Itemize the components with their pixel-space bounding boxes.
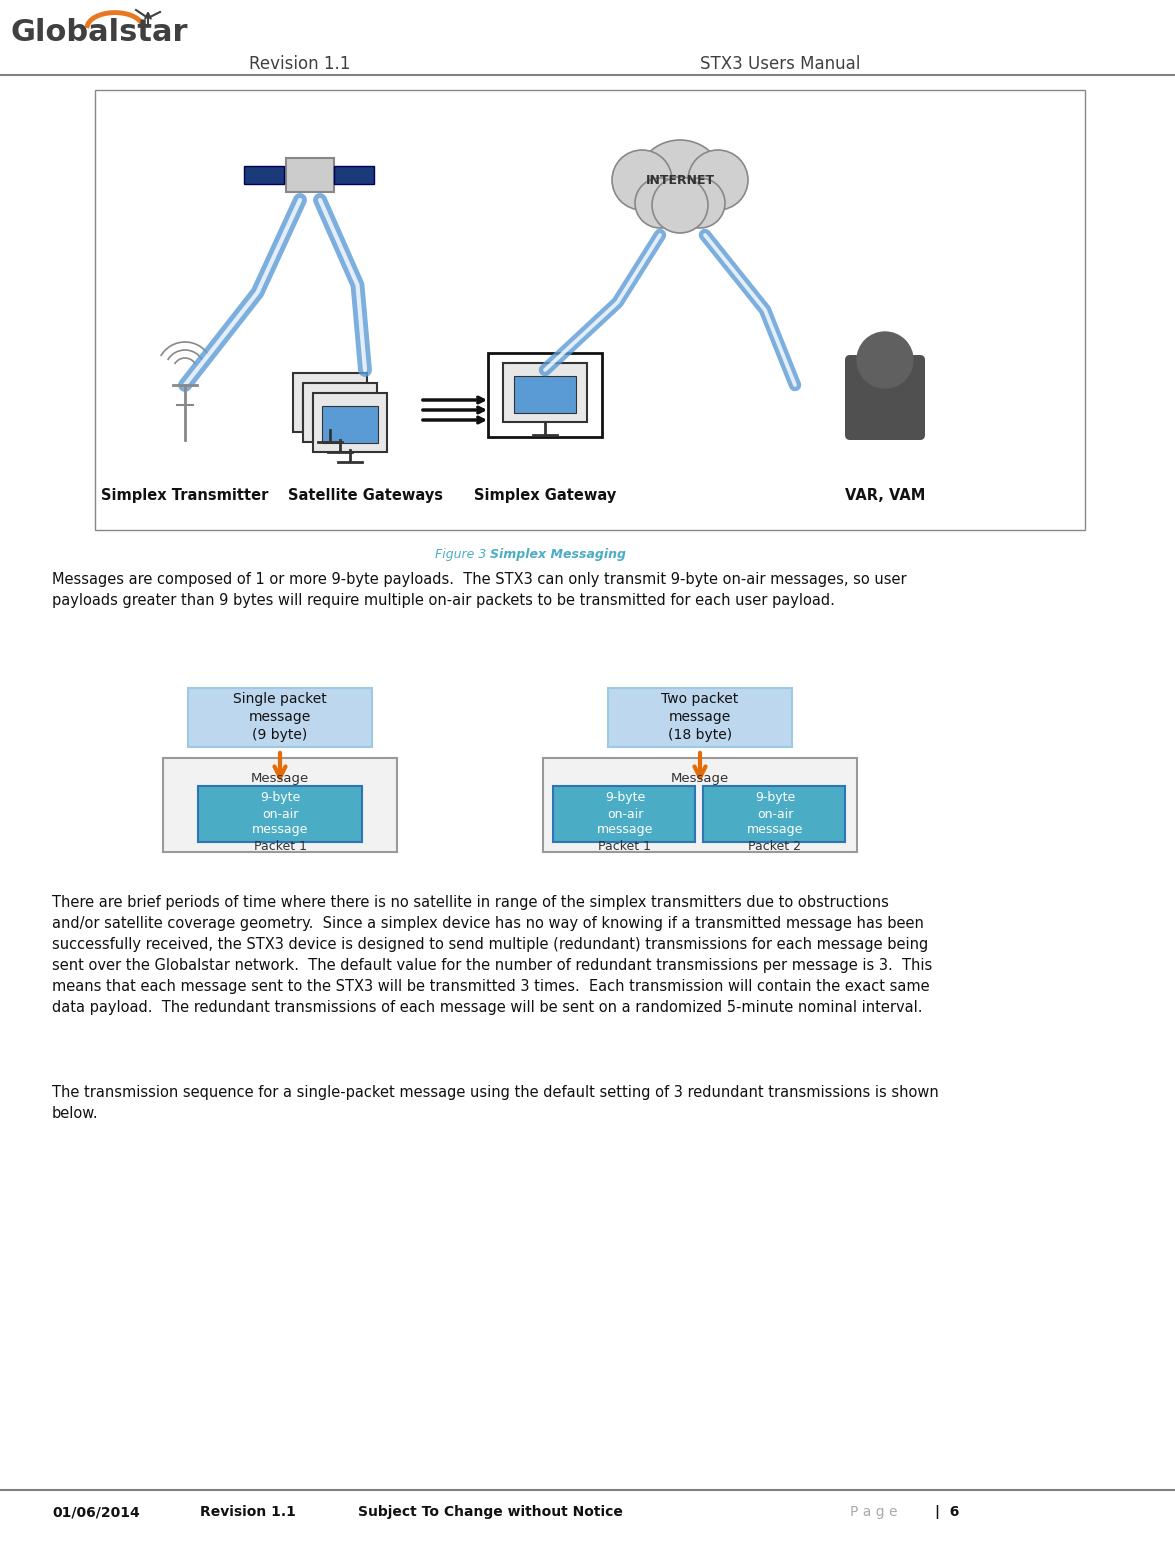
Text: Packet 1: Packet 1 xyxy=(254,840,307,852)
Text: Figure 3: Figure 3 xyxy=(435,549,490,561)
FancyBboxPatch shape xyxy=(244,166,284,184)
Text: Message: Message xyxy=(671,772,730,784)
FancyBboxPatch shape xyxy=(313,394,387,453)
FancyBboxPatch shape xyxy=(163,758,397,852)
Text: Packet 1: Packet 1 xyxy=(598,840,651,852)
FancyBboxPatch shape xyxy=(513,377,576,412)
Circle shape xyxy=(674,178,725,228)
Text: Two packet
message
(18 byte): Two packet message (18 byte) xyxy=(662,691,739,742)
Text: VAR, VAM: VAR, VAM xyxy=(845,488,925,504)
Text: Message: Message xyxy=(251,772,309,784)
Text: Revision 1.1: Revision 1.1 xyxy=(249,54,350,73)
Text: Simplex Transmitter: Simplex Transmitter xyxy=(101,488,269,504)
FancyBboxPatch shape xyxy=(303,383,377,442)
FancyBboxPatch shape xyxy=(488,353,602,437)
FancyBboxPatch shape xyxy=(543,758,857,852)
Text: 9-byte
on-air
message: 9-byte on-air message xyxy=(251,792,308,837)
Text: 01/06/2014: 01/06/2014 xyxy=(52,1505,140,1519)
Circle shape xyxy=(689,150,748,209)
FancyBboxPatch shape xyxy=(334,166,374,184)
FancyBboxPatch shape xyxy=(286,158,334,192)
FancyBboxPatch shape xyxy=(703,786,845,842)
Text: Messages are composed of 1 or more 9-byte payloads.  The STX3 can only transmit : Messages are composed of 1 or more 9-byt… xyxy=(52,572,907,608)
Text: Subject To Change without Notice: Subject To Change without Notice xyxy=(357,1505,623,1519)
FancyBboxPatch shape xyxy=(503,363,588,422)
Text: Satellite Gateways: Satellite Gateways xyxy=(288,488,443,504)
Text: STX3 Users Manual: STX3 Users Manual xyxy=(700,54,860,73)
FancyBboxPatch shape xyxy=(553,786,694,842)
Text: Simplex Messaging: Simplex Messaging xyxy=(490,549,626,561)
Text: Revision 1.1: Revision 1.1 xyxy=(200,1505,296,1519)
Circle shape xyxy=(634,178,685,228)
Text: Single packet
message
(9 byte): Single packet message (9 byte) xyxy=(233,691,327,742)
FancyBboxPatch shape xyxy=(322,406,378,443)
Text: Packet 2: Packet 2 xyxy=(748,840,801,852)
FancyBboxPatch shape xyxy=(95,90,1085,530)
FancyBboxPatch shape xyxy=(293,374,367,432)
Text: |  6: | 6 xyxy=(935,1505,959,1519)
Circle shape xyxy=(634,140,725,229)
Text: There are brief periods of time where there is no satellite in range of the simp: There are brief periods of time where th… xyxy=(52,894,932,1015)
Text: Simplex Gateway: Simplex Gateway xyxy=(474,488,616,504)
Text: P a g e: P a g e xyxy=(850,1505,906,1519)
Circle shape xyxy=(612,150,672,209)
FancyBboxPatch shape xyxy=(845,355,925,440)
Circle shape xyxy=(857,332,913,388)
FancyBboxPatch shape xyxy=(302,386,358,423)
Circle shape xyxy=(652,177,709,232)
Text: 9-byte
on-air
message: 9-byte on-air message xyxy=(747,792,804,837)
Text: INTERNET: INTERNET xyxy=(645,174,714,186)
FancyBboxPatch shape xyxy=(607,688,792,747)
Text: Globalstar: Globalstar xyxy=(11,19,188,46)
Text: The transmission sequence for a single-packet message using the default setting : The transmission sequence for a single-p… xyxy=(52,1085,939,1121)
Text: 9-byte
on-air
message: 9-byte on-air message xyxy=(597,792,653,837)
FancyBboxPatch shape xyxy=(199,786,362,842)
FancyBboxPatch shape xyxy=(313,395,368,432)
FancyBboxPatch shape xyxy=(188,688,372,747)
